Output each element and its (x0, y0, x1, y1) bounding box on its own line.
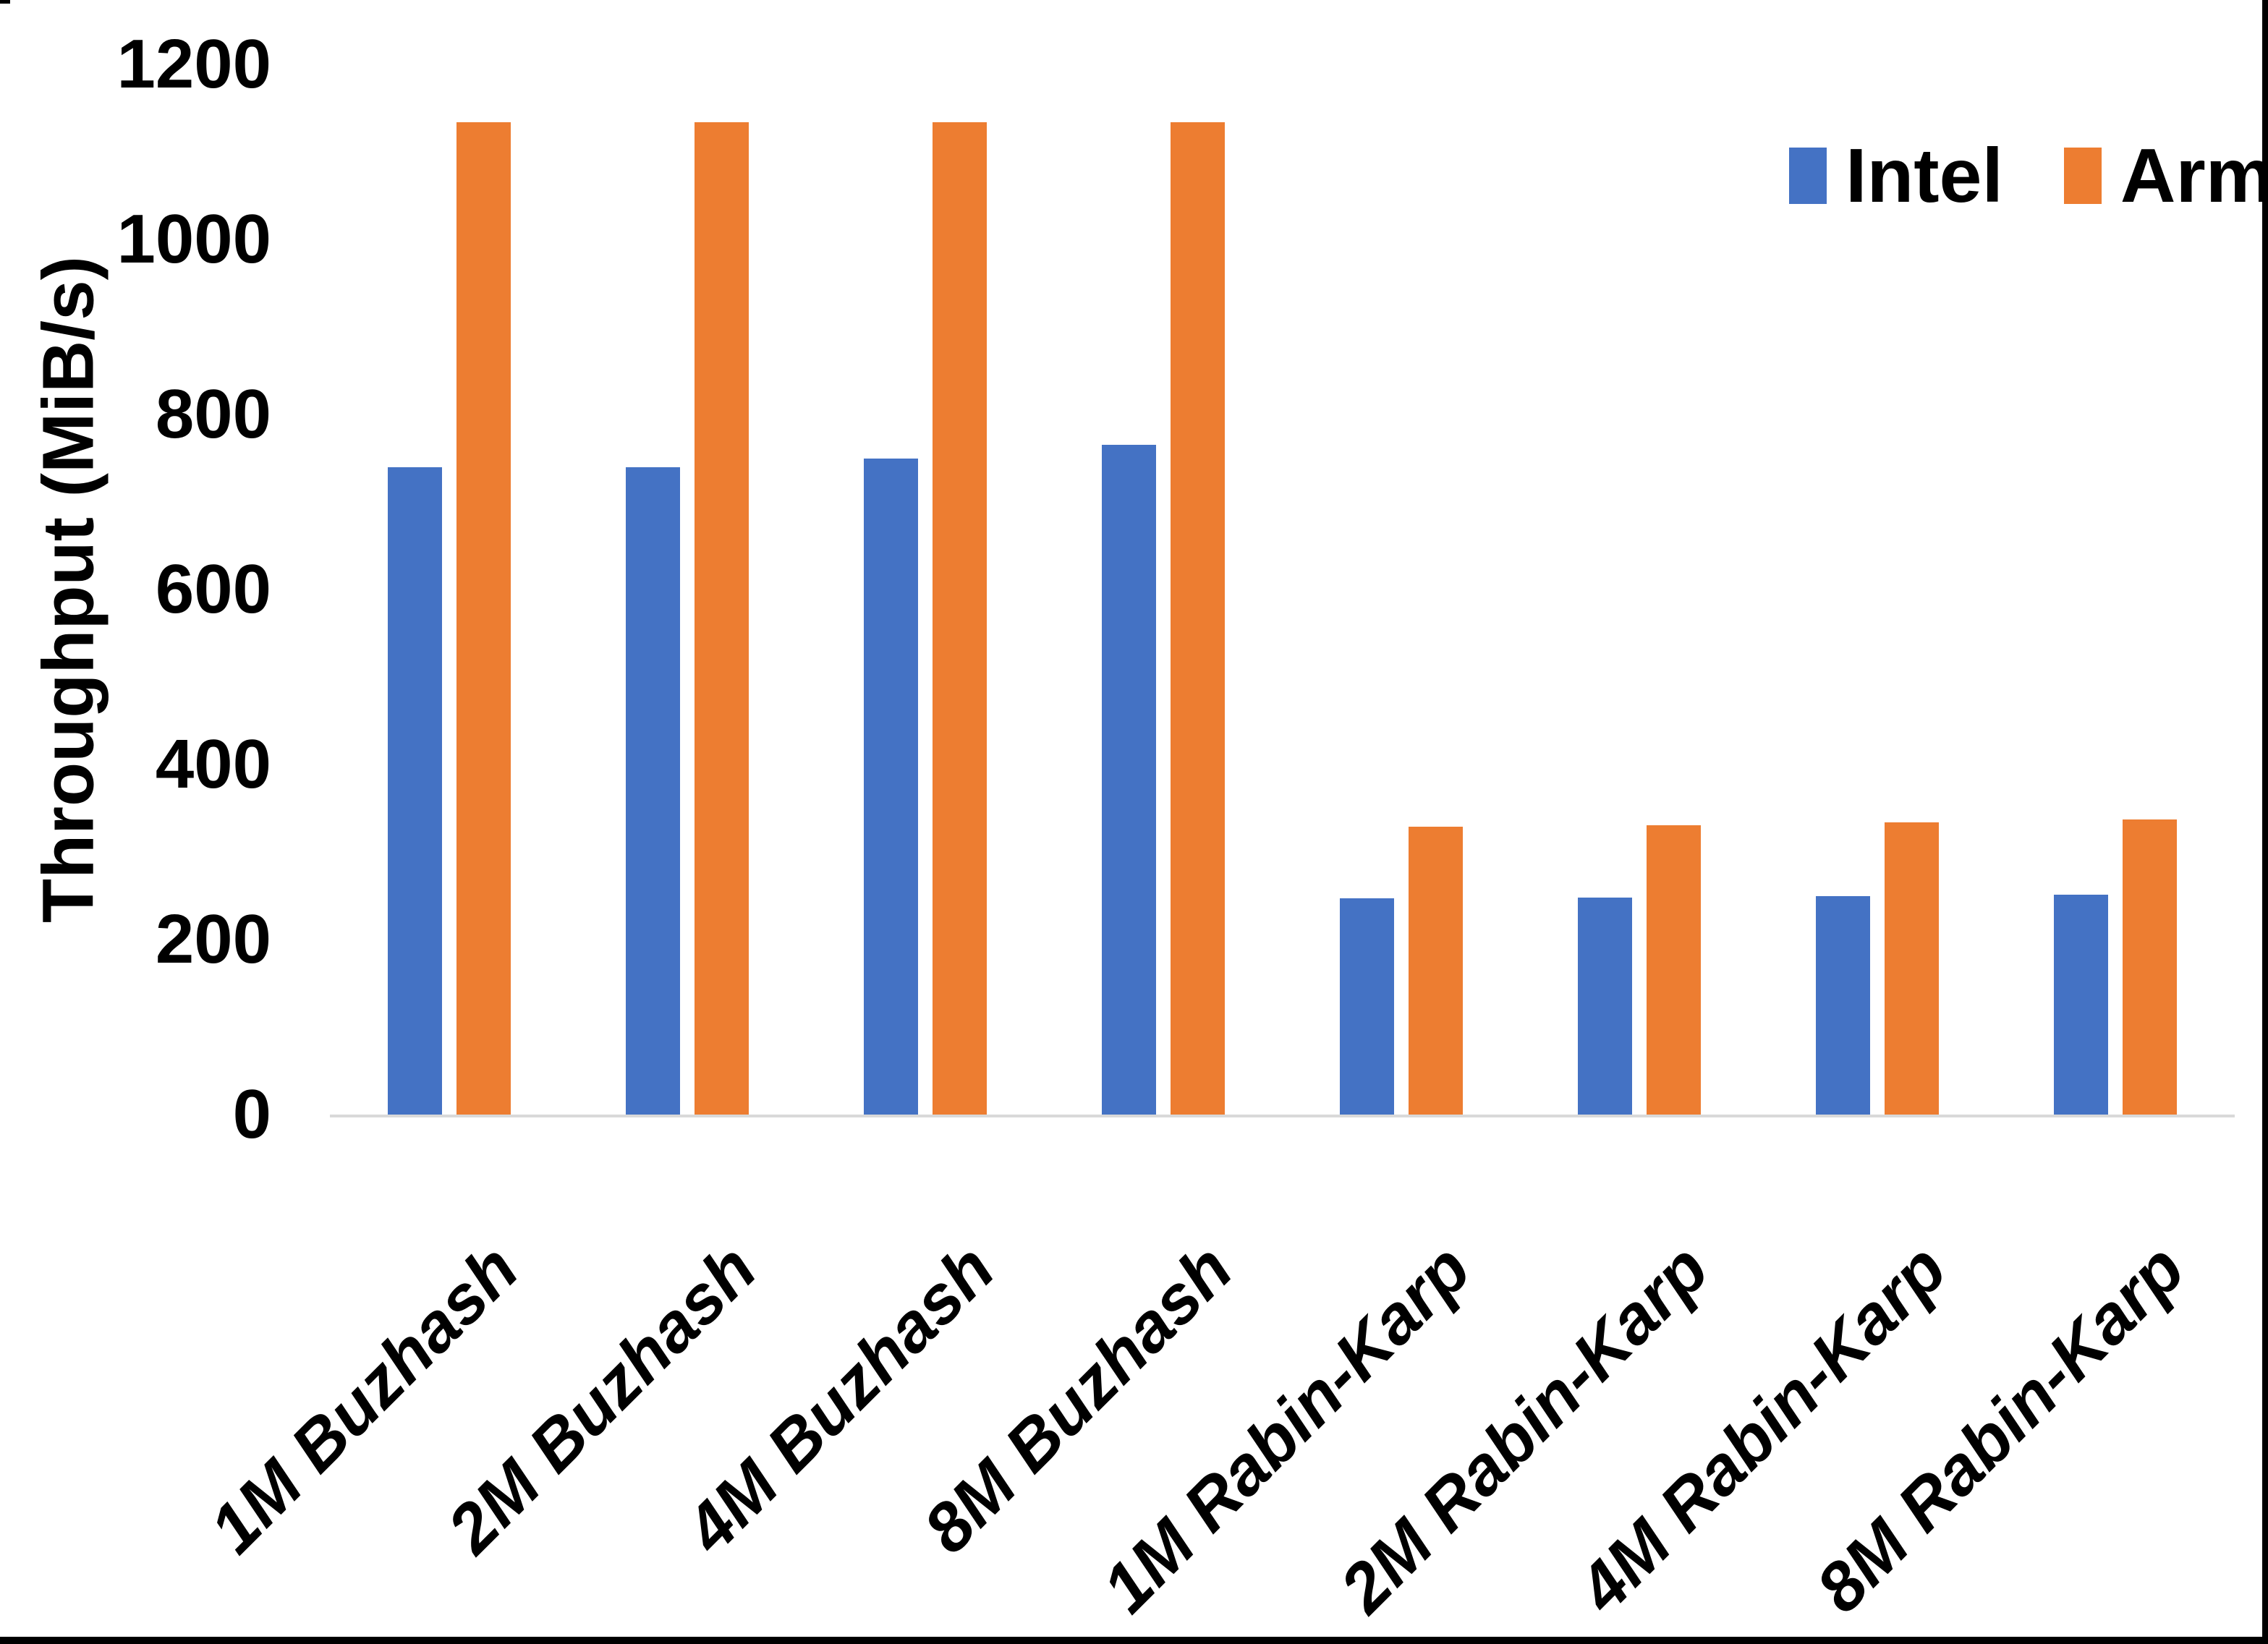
bar-group-2m-rabin-karp (1521, 64, 1759, 1115)
bar-arm-2m-buzhash (694, 122, 749, 1115)
bar-intel-1m-rabin-karp (1340, 898, 1395, 1115)
bar-group-1m-buzhash (330, 64, 568, 1115)
screenshot-border-fragment-top-left (0, 0, 10, 4)
bar-intel-8m-rabin-karp (2054, 895, 2109, 1115)
y-tick-label: 1200 (116, 25, 271, 103)
legend-label-arm: Arm (2120, 133, 2268, 218)
legend: Intel Arm (1789, 133, 2268, 218)
y-tick-label: 200 (155, 900, 271, 978)
bar-group-2m-buzhash (568, 64, 806, 1115)
legend-swatch-intel (1789, 148, 1827, 204)
y-tick-label: 800 (155, 375, 271, 453)
bar-intel-8m-buzhash (1101, 445, 1156, 1115)
bar-group-1m-rabin-karp (1283, 64, 1521, 1115)
plot-area (330, 64, 2235, 1115)
legend-swatch-arm (2063, 148, 2102, 204)
bar-arm-8m-rabin-karp (2123, 819, 2178, 1115)
bar-intel-4m-buzhash (863, 458, 918, 1115)
bar-arm-2m-rabin-karp (1647, 825, 1702, 1115)
bar-intel-2m-rabin-karp (1578, 897, 1633, 1115)
y-tick-label: 1000 (116, 200, 271, 278)
y-tick-label: 0 (232, 1076, 271, 1153)
bar-group-4m-rabin-karp (1759, 64, 1997, 1115)
bar-intel-1m-buzhash (387, 467, 442, 1115)
screenshot-border-right (2262, 0, 2268, 1644)
x-axis-line (330, 1115, 2235, 1117)
y-tick-label: 600 (155, 550, 271, 628)
bar-arm-8m-buzhash (1170, 122, 1225, 1115)
y-tick-label: 400 (155, 725, 271, 803)
legend-label-intel: Intel (1846, 133, 2003, 218)
bar-arm-4m-rabin-karp (1885, 822, 1940, 1115)
screenshot-border-bottom (0, 1637, 2268, 1644)
bar-intel-2m-buzhash (625, 467, 680, 1115)
bar-group-4m-buzhash (806, 64, 1044, 1115)
bar-group-8m-buzhash (1044, 64, 1282, 1115)
bar-arm-1m-rabin-karp (1409, 826, 1464, 1115)
bar-arm-1m-buzhash (456, 122, 511, 1115)
bar-intel-4m-rabin-karp (1816, 895, 1871, 1115)
bar-group-8m-rabin-karp (1997, 64, 2235, 1115)
bar-arm-4m-buzhash (932, 122, 987, 1115)
